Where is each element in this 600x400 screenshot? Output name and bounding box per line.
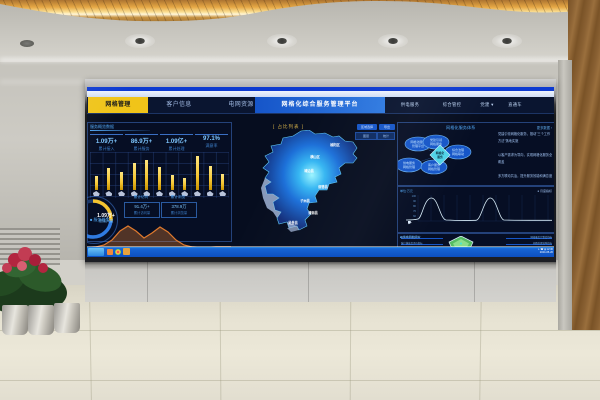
svg-text:网格联动: 网格联动 — [452, 151, 464, 156]
svg-text:清涧县: 清涧县 — [308, 210, 318, 215]
svg-text:榆阳区: 榆阳区 — [330, 142, 340, 147]
svg-text:60: 60 — [413, 214, 416, 218]
svg-text:横山区: 横山区 — [310, 154, 320, 159]
svg-text:90: 90 — [413, 199, 416, 203]
svg-text:100: 100 — [412, 194, 417, 198]
svg-text:吴堡县: 吴堡县 — [288, 220, 298, 225]
svg-text:子洲县: 子洲县 — [300, 198, 310, 203]
svg-text:服务: 服务 — [437, 155, 443, 159]
svg-text:靖边县: 靖边县 — [304, 168, 314, 173]
svg-text:管理平台: 管理平台 — [412, 143, 424, 148]
svg-text:70: 70 — [413, 209, 416, 213]
svg-text:绥德县: 绥德县 — [318, 184, 328, 189]
svg-text:网格管理: 网格管理 — [428, 166, 440, 171]
svg-text:80: 80 — [413, 204, 416, 208]
svg-text:网格管理: 网格管理 — [403, 164, 415, 169]
